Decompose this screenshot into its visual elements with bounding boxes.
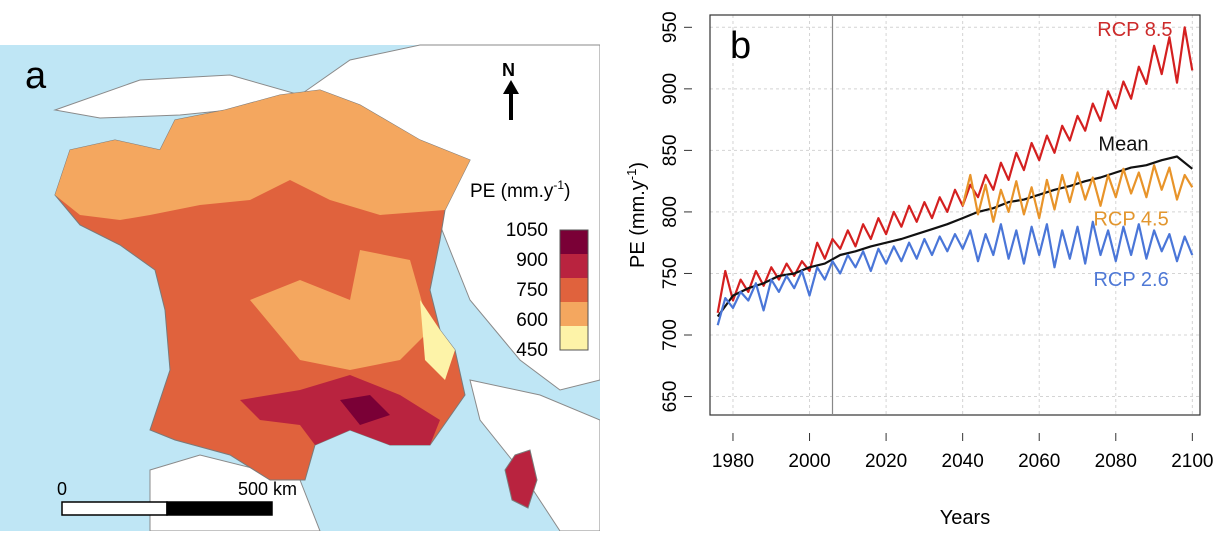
plot-frame <box>709 14 1201 416</box>
pe-timeseries-panel: 1980 2000 2020 2040 2060 2080 2100 650 700 750 80… <box>610 0 1224 531</box>
y-axis-label: PE (mm.y-1) <box>624 162 649 268</box>
north-lower-pe-zone <box>55 90 470 220</box>
series-annotation: RCP 2.6 <box>1093 269 1168 291</box>
legend-tick-label: 450 <box>516 340 548 361</box>
scale-start-label: 0 <box>57 479 67 499</box>
corsica-island <box>504 449 538 509</box>
pe-map: a N PE (mm.y-1) 1050 900 750 600 450 0 5… <box>0 44 601 532</box>
x-tick-label: 2020 <box>865 451 907 472</box>
x-tick-label: 2060 <box>1018 451 1060 472</box>
legend-frame <box>559 229 589 351</box>
y-tick-label: 750 <box>660 258 681 290</box>
legend-title: PE (mm.y-1) <box>470 178 570 202</box>
legend-swatch-3 <box>560 278 588 302</box>
y-axis-ticks: 650 700 750 800 850 900 950 <box>660 11 692 412</box>
y-tick-label: 650 <box>660 381 681 413</box>
x-tick-label: 2000 <box>788 451 830 472</box>
scale-bar-black <box>166 501 273 516</box>
scale-end-label: 500 km <box>238 479 297 499</box>
provence-max-zone <box>340 395 390 425</box>
series-annotations: RCP 8.5 Mean RCP 4.5 RCP 2.6 <box>1093 19 1172 291</box>
legend-swatch-5 <box>560 326 588 350</box>
pe-map-panel: a N PE (mm.y-1) 1050 900 750 600 450 0 5… <box>0 0 601 532</box>
pe-timeseries-chart: 1980 2000 2020 2040 2060 2080 2100 650 700 750 80… <box>624 11 1213 529</box>
scale-bar-white <box>61 501 168 516</box>
x-axis-label: Years <box>940 507 990 529</box>
series-line-rcp-2-6 <box>716 220 1194 326</box>
y-tick-label: 700 <box>660 319 681 351</box>
legend-swatch-1 <box>560 230 588 254</box>
y-tick-label: 850 <box>660 135 681 167</box>
series-lines <box>716 26 1194 326</box>
y-tick-label: 900 <box>660 73 681 105</box>
x-tick-label: 2080 <box>1095 451 1137 472</box>
series-annotation: Mean <box>1098 133 1148 155</box>
legend-swatch-4 <box>560 302 588 326</box>
massif-central-zone <box>250 250 430 370</box>
x-axis-ticks: 1980 2000 2020 2040 2060 2080 2100 <box>712 433 1213 472</box>
north-arrow-icon <box>503 80 519 120</box>
series-line-mean <box>716 155 1193 318</box>
y-tick-label: 800 <box>660 196 681 228</box>
legend-tick-label: 900 <box>516 250 548 271</box>
north-label: N <box>502 60 515 80</box>
x-tick-label: 1980 <box>712 451 754 472</box>
x-tick-label: 2100 <box>1171 451 1213 472</box>
x-tick-label: 2040 <box>942 451 984 472</box>
mediterranean-high-pe-zone <box>240 375 440 445</box>
series-line-rcp-4-5 <box>961 164 1194 223</box>
legend-tick-label: 750 <box>516 280 548 301</box>
panel-a-label: a <box>25 55 47 97</box>
alps-zone <box>420 300 455 380</box>
legend-tick-label: 1050 <box>506 220 548 241</box>
legend-tick-label: 600 <box>516 310 548 331</box>
series-annotation: RCP 8.5 <box>1097 19 1172 41</box>
legend-swatch-2 <box>560 254 588 278</box>
panel-b-label: b <box>730 25 751 67</box>
series-line-rcp-8-5 <box>716 26 1194 313</box>
series-annotation: RCP 4.5 <box>1093 208 1168 230</box>
y-tick-label: 950 <box>660 11 681 43</box>
